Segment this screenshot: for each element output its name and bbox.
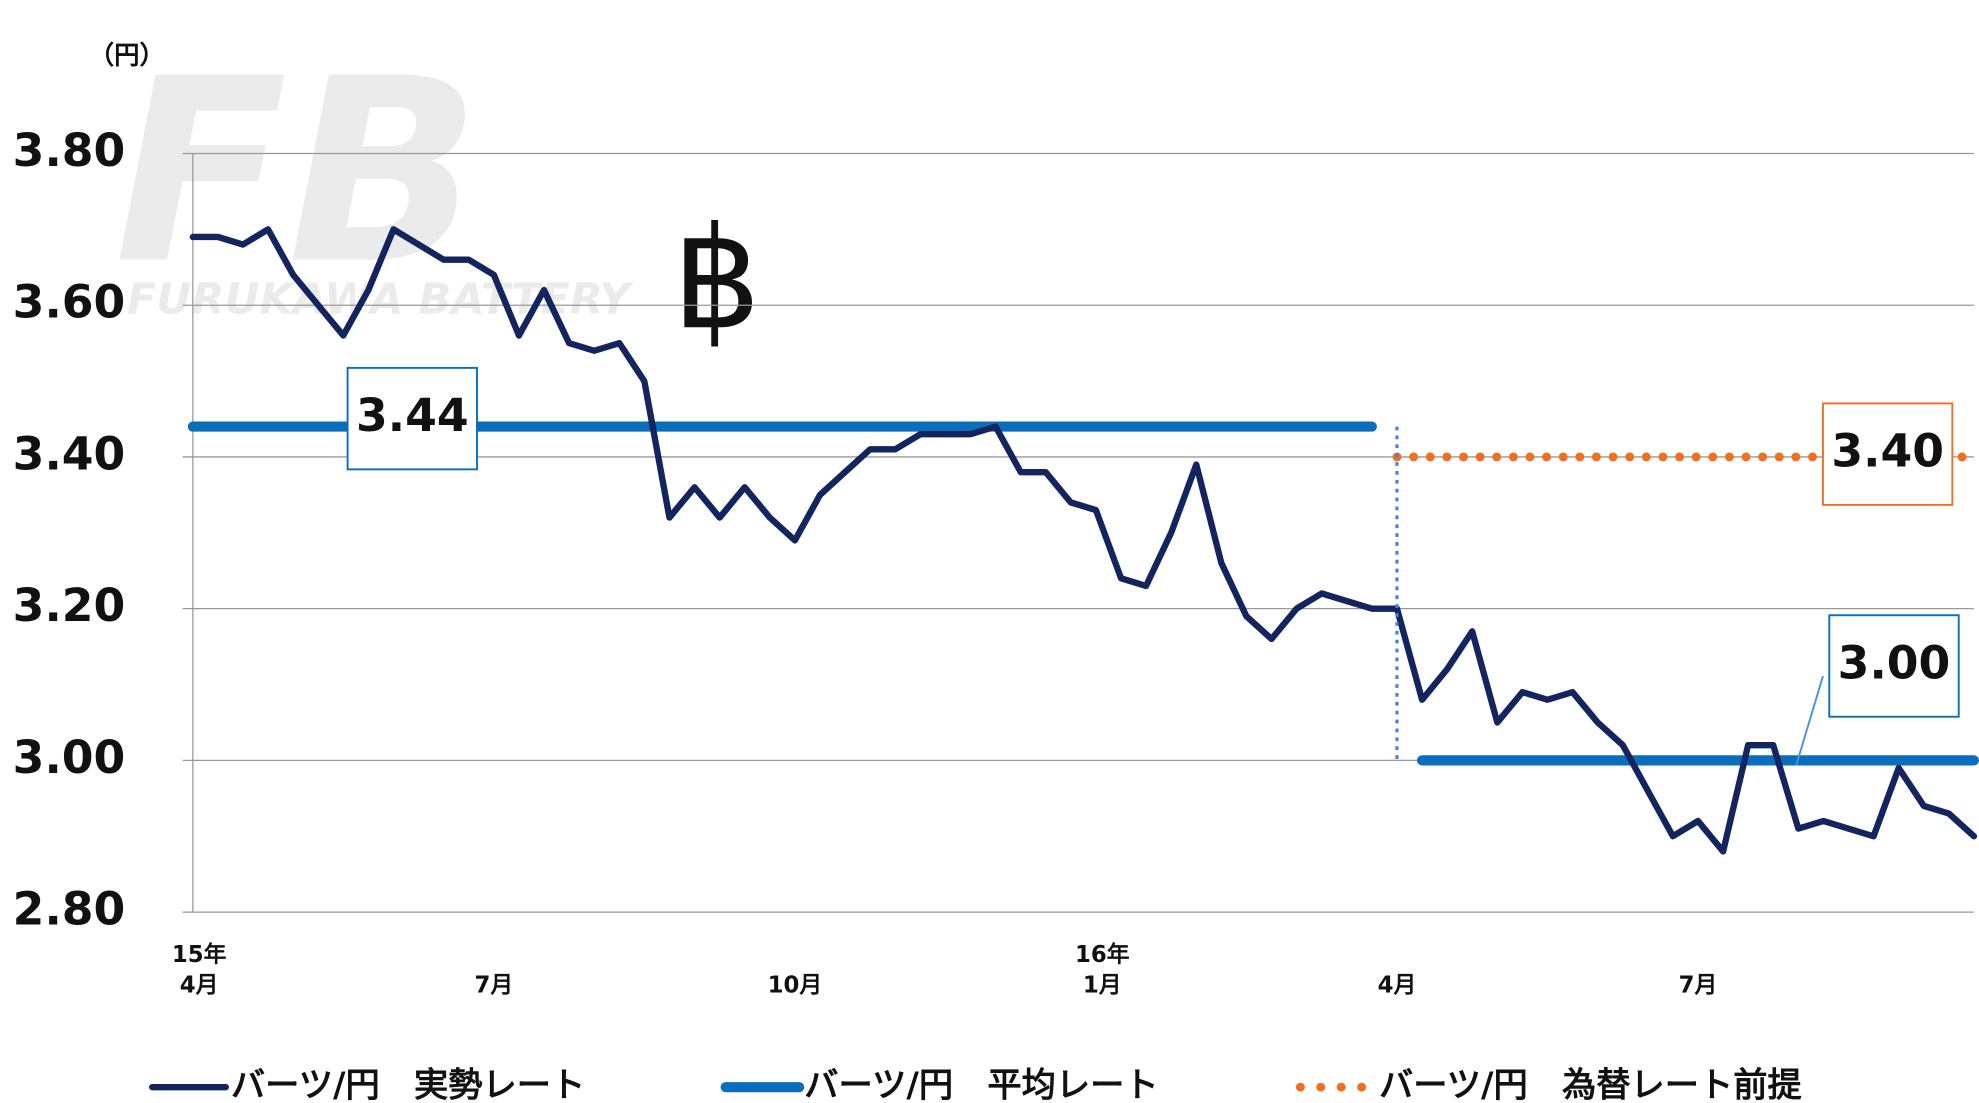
y-tick-label: 3.20 <box>13 579 126 632</box>
watermark-logo: FB <box>114 25 481 320</box>
x-tick-label: 15年 4月 <box>172 941 227 998</box>
y-tick-label: 3.00 <box>13 731 126 784</box>
annotation-box <box>346 366 478 471</box>
annotation: 3.00 <box>1838 636 1951 689</box>
y-axis-label: （円） <box>89 40 165 70</box>
annotation-box <box>1822 402 1954 506</box>
x-tick-label: 10月 <box>768 972 823 998</box>
x-tick-label: 7月 <box>474 972 513 998</box>
legend-label: バーツ/円 実勢レート <box>231 1066 585 1103</box>
y-tick-label: 3.40 <box>13 427 126 480</box>
x-tick-label: 4月 <box>1378 972 1417 998</box>
y-tick-label: 3.60 <box>13 276 126 329</box>
annotation: 3.44 <box>356 389 469 442</box>
legend-label: バーツ/円 為替レート前提 <box>1379 1066 1803 1103</box>
y-tick-label: 2.80 <box>13 883 126 936</box>
baht-symbol: ฿ <box>672 197 761 360</box>
series-line <box>187 421 1979 766</box>
leader-line <box>1795 675 1824 766</box>
annotation: 3.40 <box>1831 425 1944 478</box>
annotation-box <box>1828 614 1960 718</box>
x-tick-label: 16年 1月 <box>1075 941 1130 998</box>
series-line <box>189 226 1978 855</box>
y-tick-label: 3.80 <box>13 124 126 177</box>
legend-label: バーツ/円 平均レート <box>804 1066 1158 1103</box>
x-tick-label: 7月 <box>1679 972 1718 998</box>
